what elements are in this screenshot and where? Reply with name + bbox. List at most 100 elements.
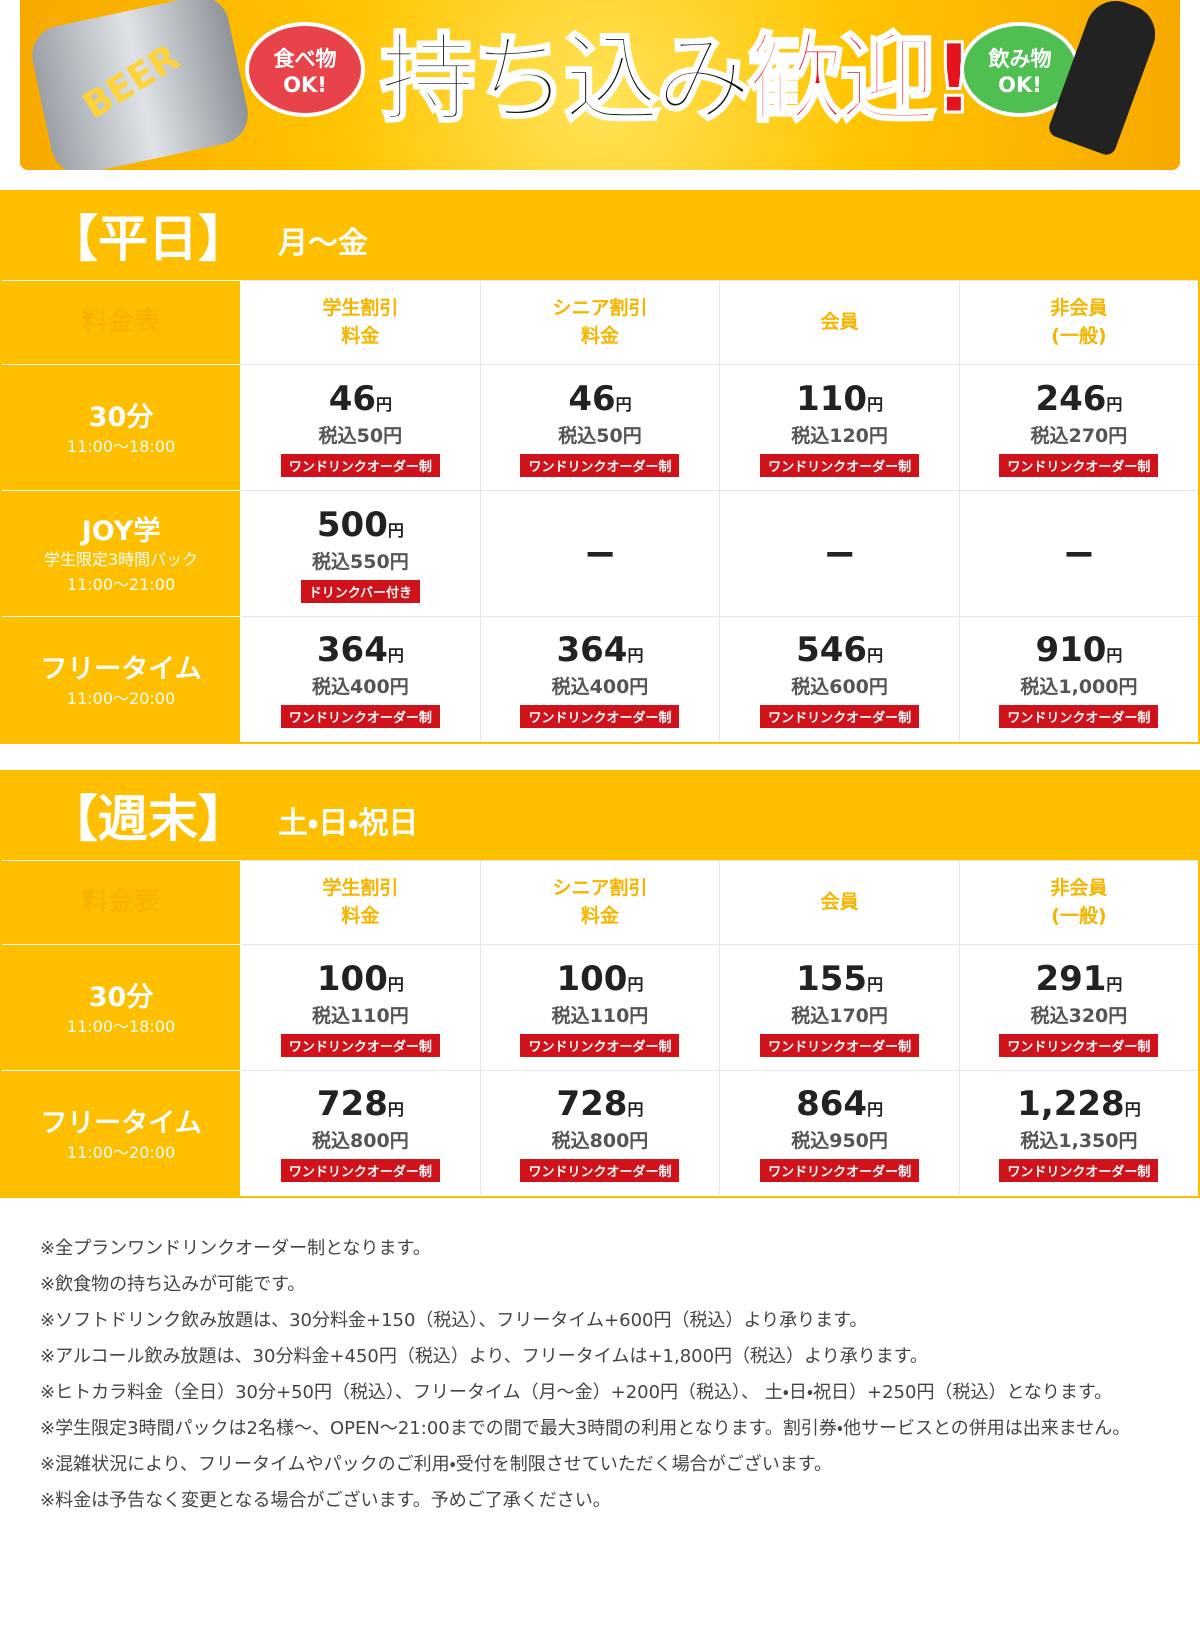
price-unit: 円 (627, 1100, 644, 1120)
price-unit: 円 (376, 394, 393, 414)
notes: ※全プランワンドリンクオーダー制となります。 ※飲食物の持ち込みが可能です。 ※ソフ… (40, 1232, 1160, 1520)
price: 155 (796, 958, 868, 999)
tax-price: 税込1,000円 (1020, 676, 1138, 699)
plan-note: 学生限定3時間パック (43, 550, 199, 570)
price-unit: 円 (387, 974, 404, 994)
price-cell: 155円 税込170円 ワンドリンクオーダー制 (719, 944, 960, 1071)
price-cell: 46円 税込50円 ワンドリンクオーダー制 (240, 364, 481, 491)
section-days: 土・日・祝日 (278, 806, 419, 841)
price-row: 30分 11:00〜18:00 100円 税込110円 ワンドリンクオーダー制 100円税… (1, 944, 1200, 1071)
note: ※ソフトドリンク飲み放題は、30分料金+150（税込）、フリータイム+600円（… (40, 1310, 868, 1331)
price: 500 (316, 504, 388, 545)
tax-price: 税込120円 (791, 424, 888, 447)
section-heading: 【週末】 (48, 790, 248, 848)
no-price: − (1062, 530, 1096, 577)
price-cell: 291円 税込320円 ワンドリンクオーダー制 (958, 944, 1200, 1071)
header-cell: シニア割引 料金 (479, 280, 721, 365)
price-cell: 100円 税込110円 ワンドリンクオーダー制 (240, 944, 481, 1071)
price-section: 【週末】 土・日・祝日 料金表 学生割引 料金 シニア割引 料金 会員 非会員 (一般) 30… (0, 770, 1200, 1198)
section-heading: 【平日】 (48, 210, 248, 268)
price-cell: 728円 税込800円 ワンドリンクオーダー制 (479, 1070, 721, 1197)
price: 364 (556, 630, 628, 671)
badge: ワンドリンクオーダー制 (520, 1159, 680, 1183)
price-cell: 864円 税込950円 ワンドリンクオーダー制 (719, 1070, 960, 1197)
price: 864 (796, 1084, 868, 1125)
banner-title: 持ち込み歓迎! (379, 12, 978, 146)
drink-bubble: 飲み物 OK! (960, 22, 1080, 117)
tax-price: 税込1,350円 (1020, 1130, 1138, 1153)
price-unit: 円 (867, 1100, 884, 1120)
price-cell: 364円 税込400円 ワンドリンクオーダー制 (240, 616, 481, 743)
price-unit: 円 (615, 394, 632, 414)
badge: ドリンクバー付き (300, 579, 421, 603)
price: 110 (796, 378, 868, 419)
plan-name: 30分 (88, 402, 154, 434)
note: ※ヒトカラ料金（全日）30分+50円（税込）、フリータイム（月〜金）+200円（… (40, 1382, 1113, 1403)
price-cell: − (719, 490, 960, 617)
price: 1,228 (1017, 1084, 1125, 1125)
price-cell: 728円 税込800円 ワンドリンクオーダー制 (240, 1070, 481, 1197)
header-cell: 料金表 (1, 280, 242, 365)
price-unit: 円 (387, 646, 404, 666)
price-unit: 円 (627, 646, 644, 666)
price: 728 (316, 1084, 388, 1125)
price-unit: 円 (1106, 394, 1123, 414)
badge: ワンドリンクオーダー制 (999, 705, 1159, 729)
price-unit: 円 (1106, 646, 1123, 666)
header-row: 料金表 学生割引 料金 シニア割引 料金 会員 非会員 (一般) (1, 860, 1200, 945)
price-unit: 円 (1106, 974, 1123, 994)
row-label: JOY学 学生限定3時間パック 11:00〜21:00 (1, 490, 242, 617)
price-cell: 500円 税込550円 ドリンクバー付き (240, 490, 481, 617)
header-cell: 非会員 (一般) (958, 860, 1200, 945)
price: 46 (328, 378, 377, 419)
price: 546 (796, 630, 868, 671)
note: ※アルコール飲み放題は、30分料金+450円（税込）より、フリータイムは+1,8… (40, 1346, 928, 1367)
price-row: 30分 11:00〜18:00 46円 税込50円 ワンドリンクオーダー制 46円 税込50… (1, 364, 1200, 491)
price-cell: 246円 税込270円 ワンドリンクオーダー制 (958, 364, 1200, 491)
header-cell: 非会員 (一般) (958, 280, 1200, 365)
badge: ワンドリンクオーダー制 (280, 1033, 440, 1057)
price-cell: − (479, 490, 721, 617)
tax-price: 税込600円 (791, 676, 888, 699)
tax-price: 税込400円 (551, 676, 649, 699)
section-days: 月〜金 (278, 226, 368, 261)
price-table: 料金表 学生割引 料金 シニア割引 料金 会員 非会員 (一般) 30分 11:00〜18:… (0, 860, 1200, 1198)
banner: BEER 食べ物 OK! 持ち込み歓迎! 飲み物 OK! (20, 0, 1180, 170)
tax-price: 税込950円 (791, 1130, 888, 1153)
badge: ワンドリンクオーダー制 (520, 453, 680, 477)
price-row: フリータイム 11:00〜20:00 364円 税込400円 ワンドリンクオーダー制 36… (1, 616, 1200, 743)
note: ※料金は予告なく変更となる場合がございます。予めご了承ください。 (40, 1490, 611, 1511)
tax-price: 税込170円 (791, 1004, 888, 1027)
header-cell: 学生割引 料金 (240, 280, 481, 365)
header-cell: 会員 (719, 280, 960, 365)
price: 910 (1035, 630, 1107, 671)
price-unit: 円 (1124, 1100, 1141, 1120)
tax-price: 税込550円 (312, 550, 409, 573)
plan-time: 11:00〜20:00 (66, 688, 176, 708)
plan-time: 11:00〜18:00 (66, 1017, 176, 1037)
header-cell: 料金表 (1, 860, 242, 945)
row-label: フリータイム 11:00〜20:00 (1, 1070, 242, 1197)
tax-price: 税込800円 (551, 1130, 649, 1153)
row-label: 30分 11:00〜18:00 (1, 364, 242, 491)
no-price: − (822, 530, 857, 577)
price-unit: 円 (867, 974, 884, 994)
price-cell: 46円 税込50円 ワンドリンクオーダー制 (479, 364, 721, 491)
price-unit: 円 (867, 394, 884, 414)
row-label: フリータイム 11:00〜20:00 (1, 616, 242, 743)
section-bar: 【週末】 土・日・祝日 (0, 770, 1200, 860)
tax-price: 税込110円 (312, 1004, 409, 1027)
price-cell: 910円税込1,000円 ワンドリンクオーダー制 (958, 616, 1200, 743)
tax-price: 税込270円 (1030, 424, 1128, 447)
tax-price: 税込800円 (312, 1130, 409, 1153)
title-main: 持ち込み (379, 22, 754, 137)
badge: ワンドリンクオーダー制 (520, 705, 680, 729)
note: ※全プランワンドリンクオーダー制となります。 (40, 1238, 431, 1259)
badge: ワンドリンクオーダー制 (760, 453, 920, 477)
price-unit: 円 (627, 974, 644, 994)
tax-price: 税込50円 (318, 424, 403, 447)
header-cell: 学生割引 料金 (240, 860, 481, 945)
header-cell: 会員 (719, 860, 960, 945)
badge: ワンドリンクオーダー制 (999, 1159, 1159, 1183)
